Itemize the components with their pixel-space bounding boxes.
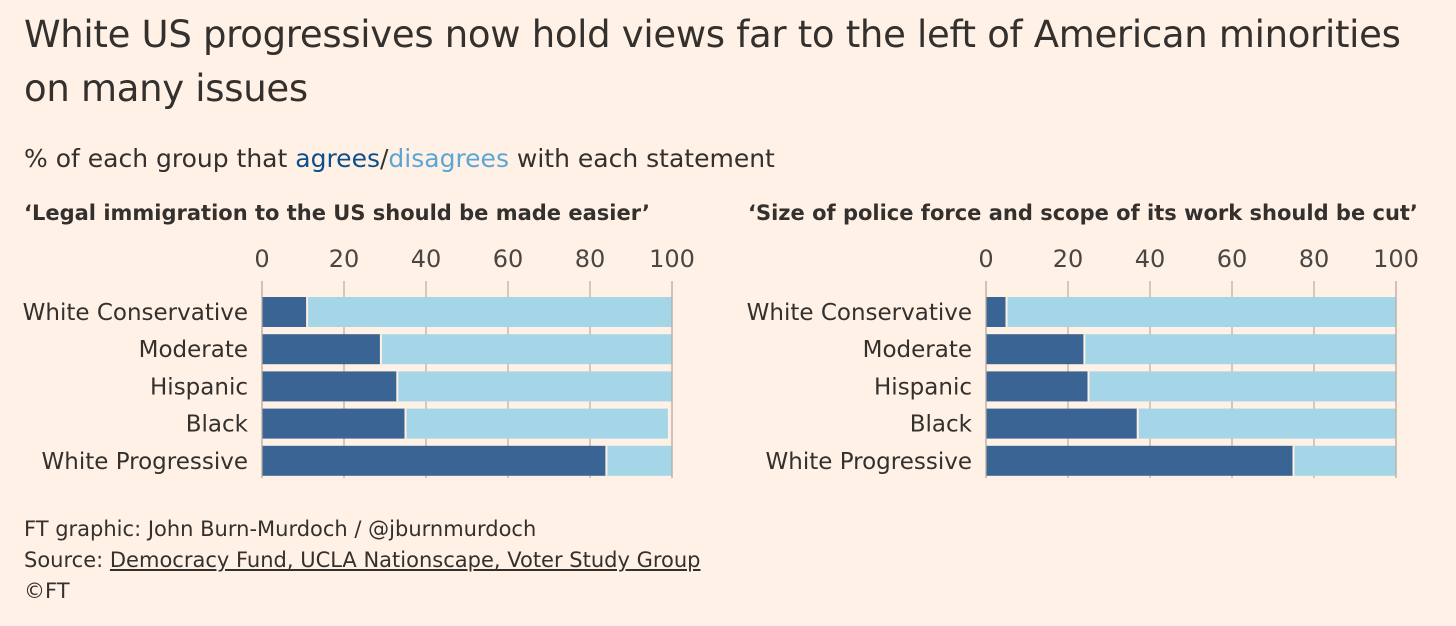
bar-agrees <box>986 408 1138 439</box>
legend-agrees: agrees <box>295 144 380 173</box>
bar-agrees <box>986 445 1294 476</box>
x-tick-label: 100 <box>1373 245 1419 273</box>
source-line: Source: Democracy Fund, UCLA Nationscape… <box>24 545 701 576</box>
x-tick-label: 20 <box>329 245 360 273</box>
bar-agrees <box>262 445 607 476</box>
x-tick-label: 40 <box>411 245 442 273</box>
source-prefix: Source: <box>24 548 110 572</box>
bar-disagrees <box>380 334 672 365</box>
category-label: White Conservative <box>747 300 972 326</box>
bar-disagrees <box>397 371 672 402</box>
police-chart: ‘Size of police force and scope of its w… <box>747 201 1419 478</box>
bar-disagrees <box>405 408 668 439</box>
bar-agrees <box>986 334 1085 365</box>
page-title: White US progressives now hold views far… <box>24 13 1401 110</box>
bar-agrees <box>262 371 398 402</box>
x-tick-label: 100 <box>649 245 695 273</box>
x-tick-label: 80 <box>575 245 606 273</box>
category-label: Moderate <box>863 337 972 363</box>
x-tick-label: 60 <box>1217 245 1248 273</box>
chart-title: ‘Size of police force and scope of its w… <box>748 201 1418 225</box>
x-tick-label: 80 <box>1299 245 1330 273</box>
legend-disagrees: disagrees <box>388 144 509 173</box>
bar-agrees <box>262 334 381 365</box>
x-tick-label: 0 <box>254 245 269 273</box>
bar-disagrees <box>1293 445 1396 476</box>
category-label: Black <box>186 412 249 438</box>
category-label: White Conservative <box>23 300 248 326</box>
chart-title: ‘Legal immigration to the US should be m… <box>24 201 650 225</box>
bar-agrees <box>986 371 1089 402</box>
bar-disagrees <box>1006 297 1396 327</box>
immigration-chart: ‘Legal immigration to the US should be m… <box>23 201 695 478</box>
credit-line: FT graphic: John Burn-Murdoch / @jburnmu… <box>24 517 537 541</box>
bar-disagrees <box>1137 408 1396 439</box>
subtitle-slash: / <box>379 144 389 173</box>
category-label: White Progressive <box>766 449 973 475</box>
bar-disagrees <box>606 445 672 476</box>
source-link[interactable]: Democracy Fund, UCLA Nationscape, Voter … <box>109 548 701 572</box>
bar-agrees <box>986 297 1007 327</box>
footer: FT graphic: John Burn-Murdoch / @jburnmu… <box>24 514 701 607</box>
bar-disagrees <box>1088 371 1396 402</box>
bar-disagrees <box>307 297 672 327</box>
bar-agrees <box>262 408 406 439</box>
x-tick-label: 20 <box>1053 245 1084 273</box>
category-label: White Progressive <box>42 449 249 475</box>
category-label: Hispanic <box>150 374 248 400</box>
copyright: ©FT <box>24 579 70 603</box>
x-tick-label: 0 <box>978 245 993 273</box>
x-tick-label: 40 <box>1135 245 1166 273</box>
subtitle: % of each group that agrees/disagrees wi… <box>24 141 775 177</box>
category-label: Hispanic <box>874 374 972 400</box>
category-label: Black <box>910 412 973 438</box>
category-label: Moderate <box>139 337 248 363</box>
x-tick-label: 60 <box>493 245 524 273</box>
subtitle-suffix: with each statement <box>508 144 775 173</box>
bar-agrees <box>262 297 308 327</box>
bar-disagrees <box>1084 334 1396 365</box>
subtitle-prefix: % of each group that <box>24 144 296 173</box>
